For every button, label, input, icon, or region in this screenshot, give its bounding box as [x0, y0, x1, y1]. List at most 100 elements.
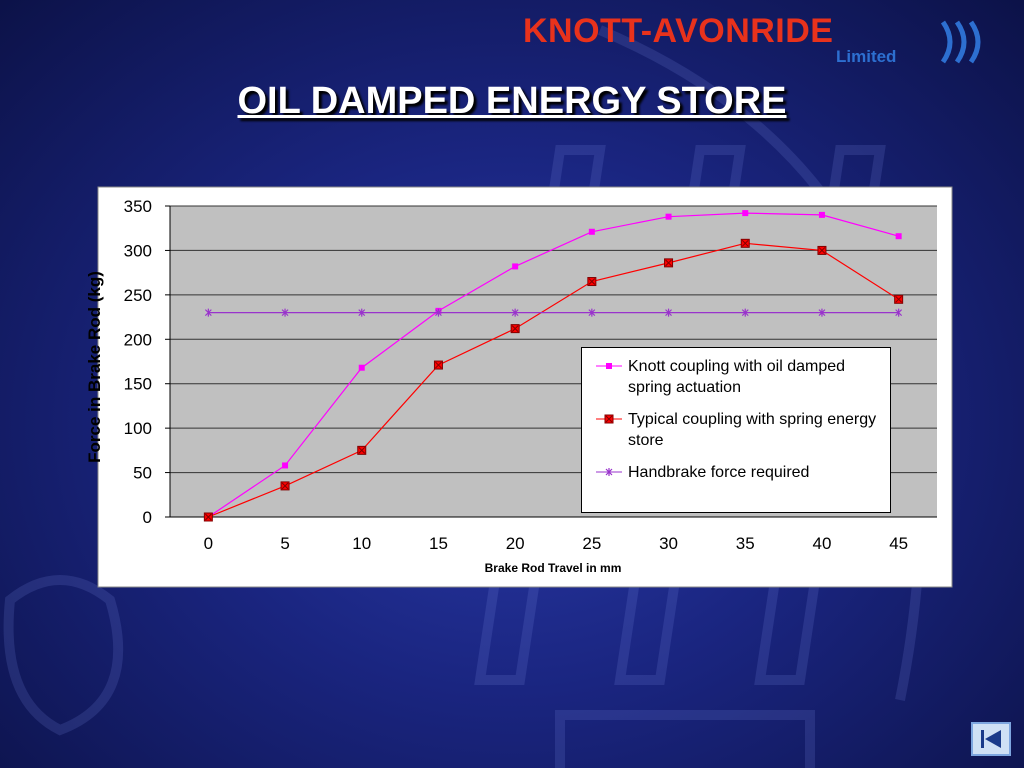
marker [510, 324, 520, 334]
line [208, 242, 899, 518]
marker [818, 211, 825, 218]
marker-shape [358, 308, 366, 317]
marker-shape [204, 308, 212, 317]
y-tick-label: 50 [133, 464, 152, 483]
legend-label: Handbrake force required [628, 464, 810, 481]
legend-item: Typical coupling with spring energy stor… [596, 409, 882, 451]
back-icon [981, 730, 1001, 748]
marker-shape [895, 295, 903, 303]
legend-key [596, 414, 622, 424]
marker [818, 308, 826, 317]
marker [435, 308, 442, 317]
marker-shape [665, 213, 672, 220]
marker [740, 238, 750, 248]
back-button[interactable] [971, 722, 1011, 756]
logo: KNOTT-AVONRIDE Limited [523, 12, 993, 68]
marker-shape [605, 415, 613, 423]
marker [895, 308, 903, 317]
marker-shape [818, 308, 826, 317]
marker-shape [435, 308, 442, 317]
legend: Knott coupling with oil damped spring ac… [581, 347, 891, 513]
marker [817, 245, 827, 255]
marker [588, 228, 595, 235]
marker-shape [511, 308, 519, 317]
marker-shape [358, 447, 366, 454]
slide-title: OIL DAMPED ENERGY STORE [237, 80, 787, 122]
marker [511, 308, 519, 317]
y-tick-label: 150 [124, 375, 152, 394]
x-tick-label: 40 [812, 534, 831, 553]
line [208, 212, 899, 518]
marker [358, 364, 365, 371]
marker [280, 481, 290, 491]
marker [203, 512, 213, 522]
marker [512, 263, 519, 270]
marker [605, 468, 613, 476]
marker-shape [818, 247, 826, 254]
y-axis-title: Force in Brake Rod (kg) [85, 271, 104, 463]
legend-key [596, 363, 622, 369]
marker-shape [281, 482, 289, 490]
marker-shape [358, 364, 365, 371]
marker-shape [588, 228, 595, 235]
marker [895, 233, 902, 240]
marker [588, 308, 596, 317]
marker [357, 445, 367, 455]
marker-shape [741, 239, 749, 247]
x-tick-label: 0 [204, 534, 213, 553]
marker-shape [435, 361, 442, 369]
x-tick-label: 10 [352, 534, 371, 553]
marker-shape [741, 308, 749, 317]
marker-shape [665, 308, 672, 317]
x-tick-label: 30 [659, 534, 678, 553]
legend-key [596, 468, 622, 476]
marker-shape [742, 210, 749, 217]
marker [281, 308, 289, 317]
legend-item: Knott coupling with oil damped spring ac… [596, 356, 882, 398]
marker-shape [605, 468, 613, 476]
legend-marker [606, 363, 612, 369]
marker [606, 363, 612, 369]
marker [604, 414, 614, 424]
marker [741, 308, 749, 317]
y-tick-label: 300 [124, 241, 152, 260]
legend-marker [604, 414, 614, 424]
marker-shape [895, 308, 903, 317]
marker-shape [588, 278, 596, 285]
x-tick-label: 45 [889, 534, 908, 553]
x-tick-label: 20 [506, 534, 525, 553]
logo-suffix: Limited [836, 47, 897, 66]
marker-shape [511, 325, 519, 332]
marker-shape [204, 513, 212, 521]
marker-shape [895, 233, 902, 240]
marker [742, 210, 749, 217]
legend-label: Knott coupling with oil damped spring ac… [628, 358, 846, 396]
y-tick-label: 250 [124, 286, 152, 305]
y-tick-label: 0 [143, 508, 152, 527]
y-tick-label: 100 [124, 419, 152, 438]
logo-mark [940, 20, 981, 64]
y-tick-label: 200 [124, 330, 152, 349]
x-axis-title: Brake Rod Travel in mm [485, 561, 622, 575]
marker-shape [282, 462, 289, 469]
x-tick-label: 5 [280, 534, 289, 553]
marker-shape [606, 363, 612, 369]
x-tick-label: 35 [736, 534, 755, 553]
legend-label: Typical coupling with spring energy stor… [628, 411, 877, 449]
marker-shape [818, 211, 825, 218]
logo-name: KNOTT-AVONRIDE [523, 12, 834, 50]
marker [358, 308, 366, 317]
marker-shape [281, 308, 289, 317]
marker [664, 258, 674, 268]
y-tick-label: 350 [124, 197, 152, 216]
marker-shape [512, 263, 519, 270]
legend-item: Handbrake force required [596, 462, 882, 483]
marker [665, 213, 672, 220]
marker-shape [588, 308, 596, 317]
marker-shape [665, 259, 672, 267]
marker [894, 294, 904, 304]
marker [282, 462, 289, 469]
marker [204, 308, 212, 317]
marker [587, 277, 597, 287]
